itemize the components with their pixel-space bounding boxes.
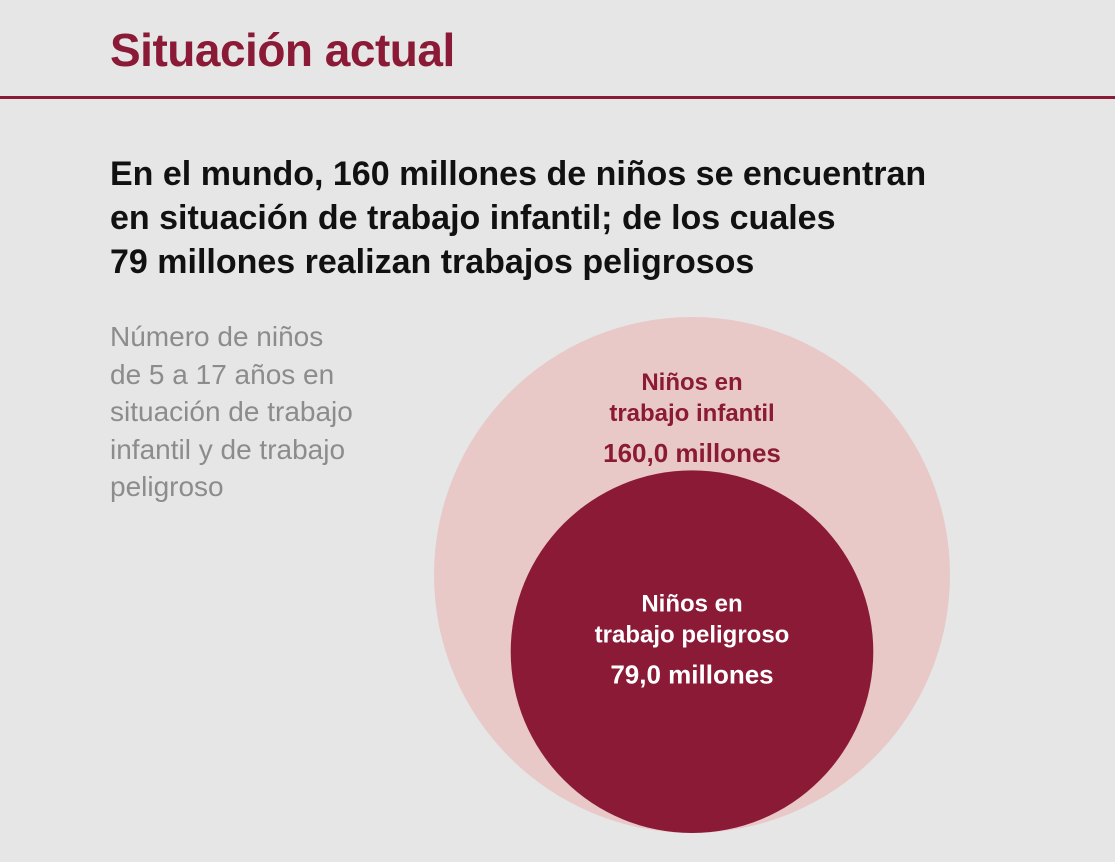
caption-line-3: situación de trabajo xyxy=(110,396,353,427)
inner-series-name-line-2: trabajo peligroso xyxy=(595,621,790,648)
header-divider xyxy=(0,96,1115,99)
section-header: Situación actual xyxy=(0,0,1115,99)
outer-series-name-line-1: Niños en xyxy=(641,369,742,396)
headline-line-1: En el mundo, 160 millones de niños se en… xyxy=(110,155,927,193)
caption-line-5: peligroso xyxy=(110,471,224,502)
caption-line-4: infantil y de trabajo xyxy=(110,433,346,465)
outer-value-label: 160,0 millones xyxy=(603,438,781,468)
inner-circle-hazardous-work xyxy=(510,470,874,833)
caption-line-1: Número de niños xyxy=(110,321,324,352)
page-title: Situación actual xyxy=(110,24,455,76)
nested-circle-chart: Niños en trabajo infantil 160,0 millones Ni… xyxy=(420,305,965,850)
inner-value-label: 79,0 millones xyxy=(610,659,773,689)
headline-line-2: en situación de trabajo infantil; de los… xyxy=(110,199,836,237)
inner-circle-label: Niños en trabajo peligroso 79,0 millones xyxy=(595,590,790,689)
outer-circle-label: Niños en trabajo infantil 160,0 millones xyxy=(603,369,781,468)
chart-caption: Número de niños de 5 a 17 años en situac… xyxy=(110,318,430,506)
inner-series-name-line-1: Niños en xyxy=(641,590,742,617)
caption-line-2: de 5 a 17 años en xyxy=(110,358,335,390)
headline-line-3: 79 millones realizan trabajos peligrosos xyxy=(110,243,755,281)
headline: En el mundo, 160 millones de niños se en… xyxy=(110,152,1070,284)
outer-series-name-line-2: trabajo infantil xyxy=(609,400,774,427)
